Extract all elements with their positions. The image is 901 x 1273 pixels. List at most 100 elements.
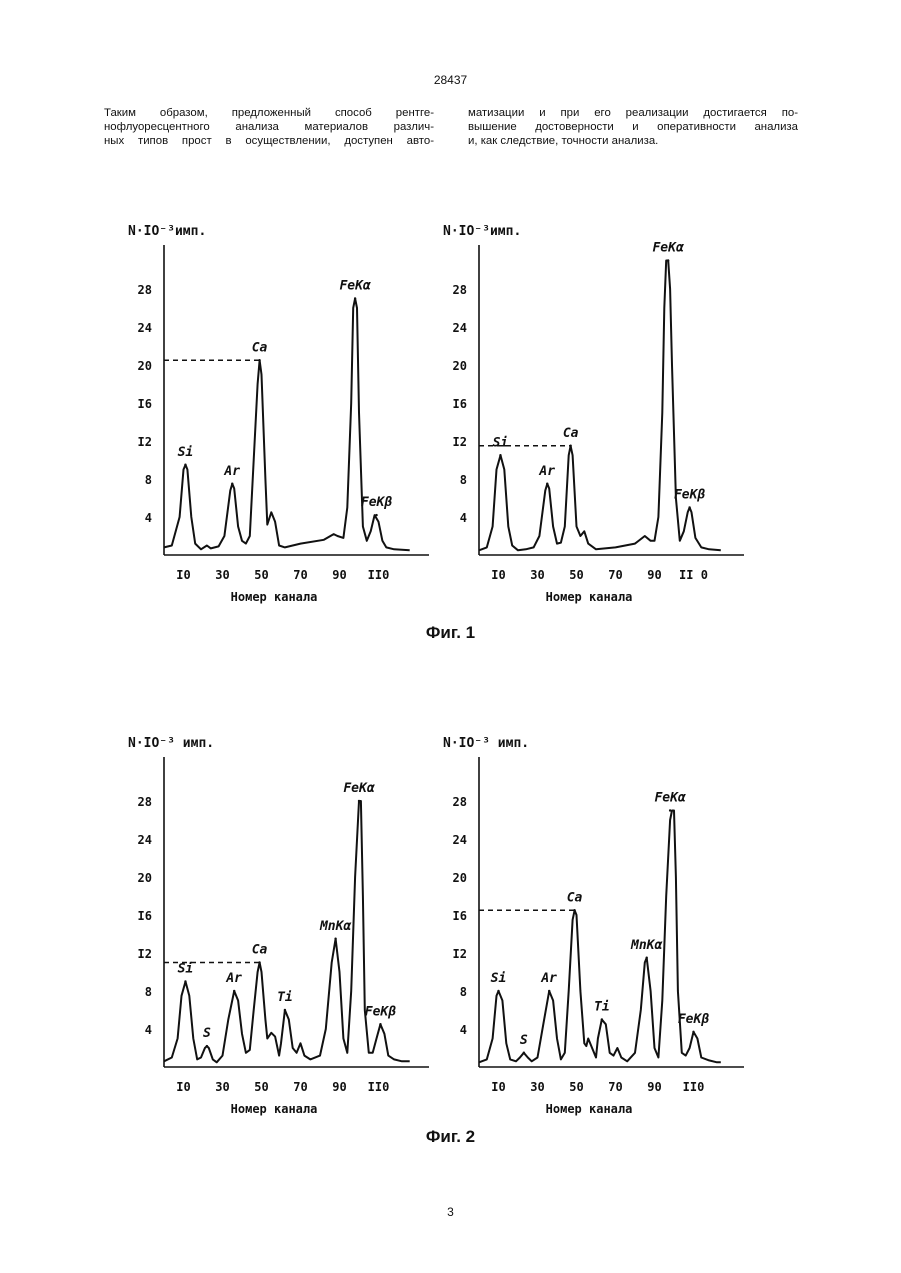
x-tick-label: 70 xyxy=(608,1080,622,1094)
y-tick-label: 20 xyxy=(138,871,152,885)
peak-label: Ar xyxy=(225,971,242,986)
peak-label: Ar xyxy=(540,971,557,986)
peak-point xyxy=(231,483,233,485)
peak-label: Ca xyxy=(563,426,579,441)
text-column-left: Таким образом, предложенный способ рентг… xyxy=(104,106,434,148)
peak-label: Ar xyxy=(223,464,240,479)
text-line: вышение достоверности и оперативности ан… xyxy=(468,120,798,134)
y-tick-label: 24 xyxy=(138,833,152,847)
peak-label: MnKα xyxy=(630,938,662,953)
y-tick-label: 24 xyxy=(453,321,467,335)
x-tick-label: II0 xyxy=(368,1080,390,1094)
x-tick-label: 50 xyxy=(569,1080,583,1094)
peak-point xyxy=(523,1052,525,1054)
text-line: ных типов прост в осуществлении, доступе… xyxy=(104,134,434,148)
x-tick-label: I0 xyxy=(176,1080,190,1094)
peak-point xyxy=(354,297,356,299)
x-tick-label: 70 xyxy=(293,568,307,582)
y-axis-title: N·IO⁻³имп. xyxy=(128,224,206,239)
peak-point xyxy=(692,1031,694,1033)
x-axis-title: Номер канала xyxy=(231,590,318,604)
peak-label: S xyxy=(203,1026,211,1041)
text-line: и, как следствие, точности анализа. xyxy=(468,134,798,148)
y-tick-label: 28 xyxy=(453,283,467,297)
peak-point xyxy=(546,483,548,485)
peak-label: MnKα xyxy=(319,919,351,934)
y-tick-label: I2 xyxy=(453,947,467,961)
peak-label: FeKβ xyxy=(674,488,705,503)
peak-label: S xyxy=(520,1033,528,1048)
x-axis-title: Номер канала xyxy=(231,1102,318,1116)
y-axis-title: N·IO⁻³ имп. xyxy=(443,736,529,751)
figure-2-caption: Фиг. 2 xyxy=(0,1127,901,1147)
peak-point xyxy=(646,957,648,959)
spectrum-line xyxy=(164,801,410,1062)
y-tick-label: 28 xyxy=(138,283,152,297)
x-tick-label: I0 xyxy=(491,1080,505,1094)
x-axis-title: Номер канала xyxy=(546,1102,633,1116)
x-tick-label: 30 xyxy=(530,568,544,582)
peak-point xyxy=(358,800,360,802)
figure-1-caption: Фиг. 1 xyxy=(0,623,901,643)
x-tick-label: 90 xyxy=(332,568,346,582)
x-tick-label: 70 xyxy=(293,1080,307,1094)
y-tick-label: I2 xyxy=(138,947,152,961)
x-tick-label: II0 xyxy=(368,568,390,582)
x-tick-label: II0 xyxy=(683,1080,705,1094)
peak-label: Si xyxy=(493,435,509,450)
y-tick-label: 4 xyxy=(460,511,467,525)
y-tick-label: 4 xyxy=(145,511,152,525)
peak-label: Ar xyxy=(538,464,555,479)
y-tick-label: 8 xyxy=(460,473,467,487)
x-tick-label: 30 xyxy=(530,1080,544,1094)
peak-point xyxy=(497,990,499,992)
y-tick-label: I6 xyxy=(453,909,467,923)
peak-point xyxy=(601,1018,603,1020)
y-tick-label: 8 xyxy=(460,985,467,999)
page-number-bottom: 3 xyxy=(0,1205,901,1219)
spectrum-line xyxy=(164,299,410,551)
y-tick-label: 28 xyxy=(138,795,152,809)
y-tick-label: I6 xyxy=(453,397,467,411)
y-tick-label: 4 xyxy=(460,1023,467,1037)
x-tick-label: I0 xyxy=(491,568,505,582)
peak-point xyxy=(184,464,186,466)
peak-label: Ti xyxy=(594,1000,610,1015)
peak-label: Si xyxy=(178,445,194,460)
peak-label: Si xyxy=(178,962,194,977)
peak-point xyxy=(375,514,377,516)
peak-label: Ca xyxy=(567,890,583,905)
x-tick-label: 90 xyxy=(332,1080,346,1094)
y-axis-title: N·IO⁻³ имп. xyxy=(128,736,214,751)
peak-point xyxy=(667,259,669,261)
peak-point xyxy=(258,359,260,361)
y-tick-label: 8 xyxy=(145,473,152,487)
peak-point xyxy=(569,445,571,447)
peak-label: FeKα xyxy=(654,791,685,806)
y-tick-label: 8 xyxy=(145,985,152,999)
peak-label: FeKβ xyxy=(365,1004,396,1019)
y-tick-label: I2 xyxy=(138,435,152,449)
peak-point xyxy=(334,938,336,940)
peak-point xyxy=(548,990,550,992)
peak-point xyxy=(688,506,690,508)
x-tick-label: 30 xyxy=(215,568,229,582)
peak-label: FeKβ xyxy=(678,1012,709,1027)
y-tick-label: 24 xyxy=(453,833,467,847)
text-column-right: матизации и при его реализации достигает… xyxy=(468,106,798,148)
y-tick-label: I2 xyxy=(453,435,467,449)
x-tick-label: 90 xyxy=(647,1080,661,1094)
y-axis-title: N·IO⁻³имп. xyxy=(443,224,521,239)
x-tick-label: I0 xyxy=(176,568,190,582)
y-tick-label: 28 xyxy=(453,795,467,809)
y-tick-label: I6 xyxy=(138,909,152,923)
peak-label: FeKα xyxy=(652,241,683,256)
figure-1-right-spectrum-chart: N·IO⁻³имп.48I2I6202428I030507090II 0Номе… xyxy=(435,215,755,615)
peak-point xyxy=(379,1023,381,1025)
figure-2-right-spectrum-chart: N·IO⁻³ имп.48I2I6202428I030507090II0Номе… xyxy=(435,727,755,1127)
x-tick-label: 50 xyxy=(569,568,583,582)
peak-point xyxy=(573,909,575,911)
peak-label: Ca xyxy=(252,943,268,958)
y-tick-label: 20 xyxy=(453,359,467,373)
peak-point xyxy=(206,1045,208,1047)
